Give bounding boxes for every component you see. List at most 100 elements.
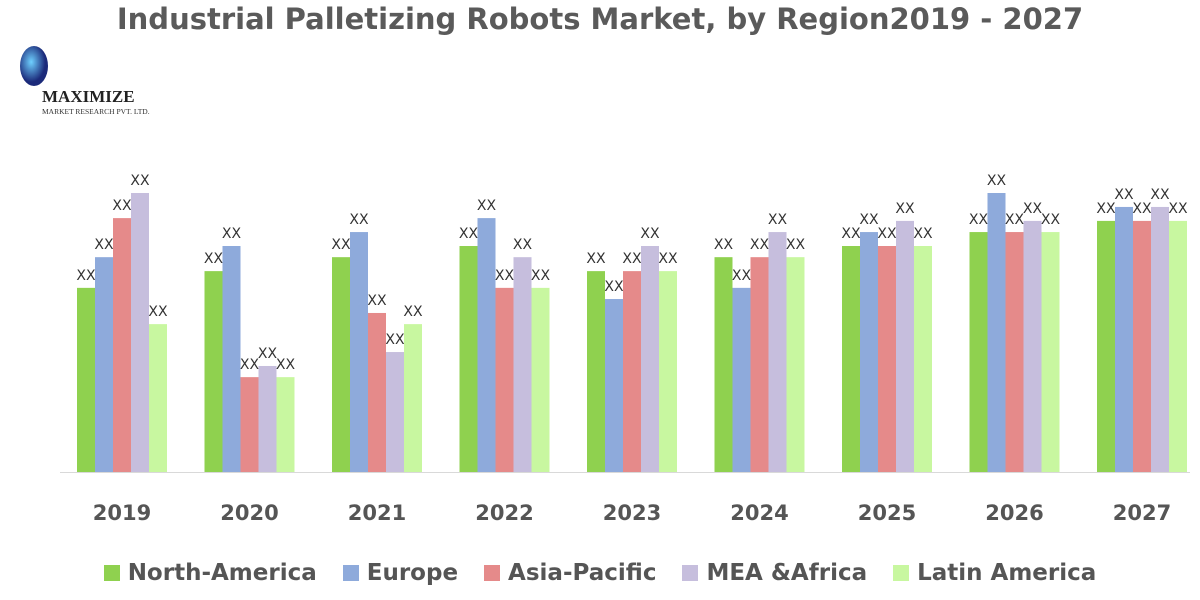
x-tick-label: 2020 <box>220 501 278 525</box>
bar-europe-2026 <box>987 193 1006 472</box>
bar-europe-2023 <box>605 299 623 472</box>
x-tick-label: 2019 <box>93 501 151 525</box>
legend: North-America Europe Asia-Pacific MEA &Afri… <box>0 560 1200 586</box>
legend-swatch <box>682 565 699 581</box>
legend-swatch <box>342 565 359 581</box>
bar-latin-america-2026 <box>1041 232 1060 472</box>
data-label: XX <box>331 237 351 253</box>
data-label: XX <box>222 226 242 242</box>
legend-swatch <box>103 565 120 581</box>
data-label: XX <box>148 304 168 320</box>
legend-label: MEA &Africa <box>706 560 868 586</box>
bar-mea-africa-2025 <box>896 220 914 472</box>
maximize-logo: MAXIMIZE MARKET RESEARCH PVT. LTD. <box>20 46 150 116</box>
svg-text:MARKET RESEARCH PVT. LTD.: MARKET RESEARCH PVT. LTD. <box>42 107 150 116</box>
data-label: XX <box>240 357 260 373</box>
bar-north-america-2024 <box>714 257 733 472</box>
bar-mea-africa-2023 <box>641 246 659 472</box>
bar-north-america-2019 <box>77 287 95 472</box>
x-tick-label: 2024 <box>730 501 788 525</box>
data-label: XX <box>1005 212 1025 228</box>
bar-latin-america-2021 <box>404 324 422 472</box>
bar-mea-africa-2024 <box>768 232 787 472</box>
data-label: XX <box>841 226 861 242</box>
bar-mea-africa-2019 <box>131 193 149 472</box>
data-label: XX <box>658 251 678 267</box>
data-label: XX <box>768 212 788 228</box>
bar-asia-pacific-2025 <box>878 246 896 472</box>
bar-latin-america-2027 <box>1169 220 1187 472</box>
legend-swatch <box>893 565 910 581</box>
chart-title: Industrial Palletizing Robots Market, by… <box>116 2 1084 36</box>
data-label: XX <box>714 237 734 253</box>
bar-europe-2021 <box>350 232 368 472</box>
data-label: XX <box>204 251 224 267</box>
bar-latin-america-2025 <box>914 246 932 472</box>
legend-item: Asia-Pacific <box>484 560 656 586</box>
bar-asia-pacific-2022 <box>495 287 514 472</box>
data-label: XX <box>895 201 915 217</box>
x-tick-label: 2025 <box>858 501 916 525</box>
bar-north-america-2020 <box>204 271 223 472</box>
legend-label: North-America <box>127 560 317 586</box>
data-label: XX <box>112 198 132 214</box>
data-label: XX <box>459 226 479 242</box>
data-label: XX <box>786 237 806 253</box>
data-label: XX <box>258 346 278 362</box>
legend-item: North-America <box>103 560 317 586</box>
bar-europe-2025 <box>860 232 878 472</box>
bar-latin-america-2024 <box>786 257 805 472</box>
data-label: XX <box>403 304 423 320</box>
bar-asia-pacific-2027 <box>1133 220 1151 472</box>
bar-mea-africa-2021 <box>386 352 404 472</box>
bar-mea-africa-2020 <box>258 365 277 472</box>
data-label: XX <box>349 212 369 228</box>
data-label: XX <box>367 293 387 309</box>
data-label: XX <box>76 268 96 284</box>
legend-item: MEA &Africa <box>682 560 867 586</box>
data-label: XX <box>1150 187 1170 203</box>
bar-latin-america-2022 <box>531 287 550 472</box>
data-label: XX <box>1114 187 1134 203</box>
data-label: XX <box>913 226 933 242</box>
data-label: XX <box>640 226 660 242</box>
bar-asia-pacific-2020 <box>240 377 259 472</box>
data-label: XX <box>586 251 606 267</box>
data-label: XX <box>750 237 770 253</box>
data-label: XX <box>495 268 515 284</box>
bar-north-america-2026 <box>969 232 988 472</box>
data-label: XX <box>385 332 405 348</box>
legend-item: Europe <box>342 560 459 586</box>
data-label: XX <box>987 173 1007 189</box>
legend-label: Asia-Pacific <box>508 560 657 586</box>
bar-europe-2024 <box>732 287 751 472</box>
bar-europe-2027 <box>1115 206 1133 472</box>
data-label: XX <box>732 268 752 284</box>
data-label: XX <box>1023 201 1043 217</box>
bar-latin-america-2020 <box>276 377 295 472</box>
bar-europe-2019 <box>95 257 113 472</box>
bar-asia-pacific-2021 <box>368 312 386 472</box>
bar-mea-africa-2022 <box>513 257 532 472</box>
data-label: XX <box>604 279 624 295</box>
svg-text:MAXIMIZE: MAXIMIZE <box>42 87 135 106</box>
bar-latin-america-2023 <box>659 271 677 472</box>
data-label: XX <box>622 251 642 267</box>
bar-europe-2020 <box>222 246 241 472</box>
bar-asia-pacific-2023 <box>623 271 641 472</box>
x-tick-label: 2026 <box>985 501 1043 525</box>
x-tick-label: 2023 <box>603 501 661 525</box>
x-tick-label: 2021 <box>348 501 406 525</box>
data-label: XX <box>531 268 551 284</box>
data-label: XX <box>877 226 897 242</box>
data-label: XX <box>1041 212 1061 228</box>
data-label: XX <box>94 237 114 253</box>
bar-mea-africa-2027 <box>1151 206 1169 472</box>
legend-swatch <box>484 565 501 581</box>
legend-item: Latin America <box>893 560 1096 586</box>
bar-north-america-2023 <box>587 271 605 472</box>
legend-label: Europe <box>366 560 459 586</box>
bar-europe-2022 <box>477 218 496 472</box>
bar-north-america-2025 <box>842 246 860 472</box>
